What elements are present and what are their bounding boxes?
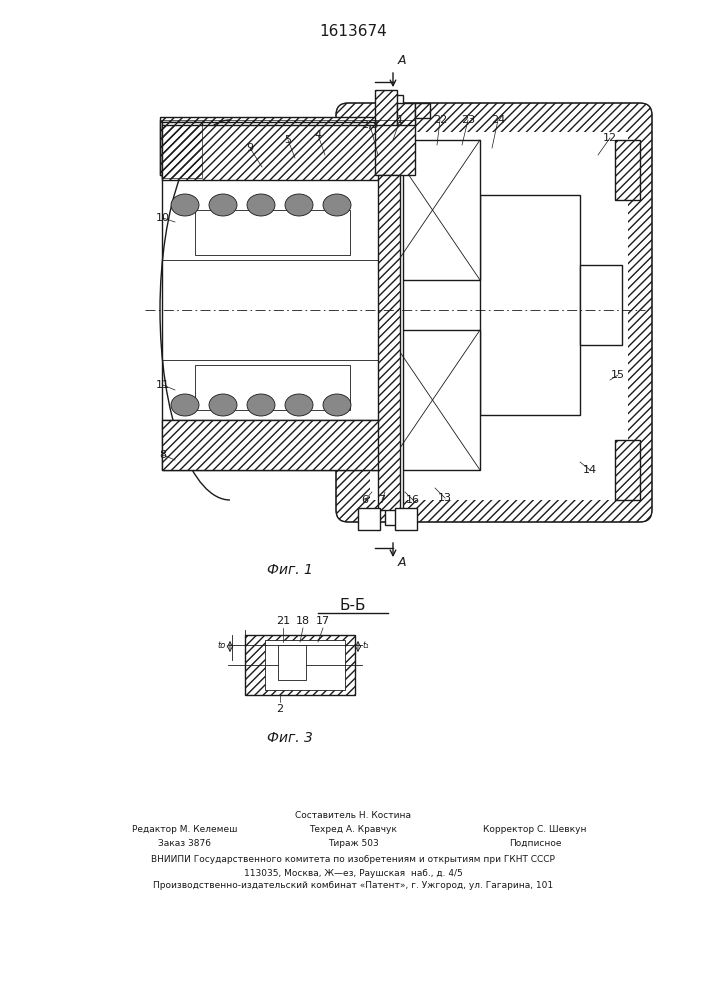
Text: 18: 18	[296, 616, 310, 626]
Text: Корректор С. Шевкун: Корректор С. Шевкун	[484, 826, 587, 834]
Text: Производственно-издательский комбинат «Патент», г. Ужгород, ул. Гагарина, 101: Производственно-издательский комбинат «П…	[153, 882, 553, 890]
Polygon shape	[162, 420, 385, 470]
Text: 7: 7	[378, 495, 385, 505]
Ellipse shape	[323, 394, 351, 416]
Bar	[480, 195, 580, 415]
Polygon shape	[375, 120, 415, 175]
FancyBboxPatch shape	[336, 103, 652, 522]
Bar	[162, 178, 385, 420]
Text: 14: 14	[583, 465, 597, 475]
Polygon shape	[162, 125, 385, 180]
Ellipse shape	[285, 394, 313, 416]
Polygon shape	[415, 103, 430, 118]
Text: Б-Б: Б-Б	[340, 597, 366, 612]
Ellipse shape	[209, 394, 237, 416]
Bar	[370, 132, 628, 500]
Text: t₁: t₁	[363, 642, 369, 650]
Text: Тираж 503: Тираж 503	[327, 838, 378, 848]
Polygon shape	[160, 117, 382, 175]
Text: 15: 15	[611, 370, 625, 380]
Ellipse shape	[209, 194, 237, 216]
Polygon shape	[162, 122, 382, 178]
Bar	[358, 508, 380, 530]
Bar	[265, 640, 345, 690]
Text: A: A	[398, 556, 407, 568]
Ellipse shape	[285, 194, 313, 216]
Text: 10: 10	[156, 213, 170, 223]
Bar	[385, 95, 403, 525]
Text: 12: 12	[603, 133, 617, 143]
Text: 16: 16	[406, 495, 420, 505]
Text: 21: 21	[276, 616, 290, 626]
Bar	[395, 508, 417, 530]
Text: 11: 11	[156, 380, 170, 390]
Bar	[580, 265, 622, 345]
Text: to: to	[218, 642, 226, 650]
Bar	[278, 645, 306, 680]
Bar	[195, 365, 350, 410]
Ellipse shape	[171, 394, 199, 416]
Text: 2,3: 2,3	[361, 120, 379, 130]
Text: 1613674: 1613674	[319, 24, 387, 39]
Text: ВНИИПИ Государственного комитета по изобретениям и открытиям при ГКНТ СССР: ВНИИПИ Государственного комитета по изоб…	[151, 856, 555, 864]
Polygon shape	[375, 90, 397, 125]
Text: 5: 5	[284, 135, 291, 145]
Text: 2: 2	[276, 704, 284, 714]
Bar	[385, 330, 480, 470]
Text: Составитель Н. Костина: Составитель Н. Костина	[295, 810, 411, 820]
Polygon shape	[160, 120, 382, 175]
Text: 9: 9	[247, 143, 254, 153]
Text: Подписное: Подписное	[509, 838, 561, 848]
Text: 13: 13	[438, 493, 452, 503]
Text: 113035, Москва, Ж—ез, Раушская  наб., д. 4/5: 113035, Москва, Ж—ез, Раушская наб., д. …	[244, 868, 462, 878]
Polygon shape	[245, 635, 355, 695]
Text: Фиг. 1: Фиг. 1	[267, 563, 313, 577]
Ellipse shape	[323, 194, 351, 216]
Polygon shape	[378, 175, 400, 510]
Text: Фиг. 3: Фиг. 3	[267, 731, 313, 745]
Text: 22: 22	[433, 115, 447, 125]
Text: 8: 8	[160, 450, 167, 460]
Ellipse shape	[171, 194, 199, 216]
Polygon shape	[162, 122, 202, 178]
Text: Редактор М. Келемеш: Редактор М. Келемеш	[132, 826, 238, 834]
Text: 23: 23	[461, 115, 475, 125]
Polygon shape	[162, 420, 382, 470]
Text: 17: 17	[316, 616, 330, 626]
Text: Заказ 3876: Заказ 3876	[158, 838, 211, 848]
Text: Техред А. Кравчук: Техред А. Кравчук	[309, 826, 397, 834]
Ellipse shape	[247, 194, 275, 216]
Text: 24: 24	[491, 115, 505, 125]
Bar	[385, 140, 480, 280]
Text: 6: 6	[361, 495, 368, 505]
Polygon shape	[615, 140, 640, 200]
Text: 1: 1	[397, 115, 404, 125]
Text: 4: 4	[315, 130, 322, 140]
Ellipse shape	[247, 394, 275, 416]
Polygon shape	[615, 440, 640, 500]
Polygon shape	[397, 103, 415, 125]
Bar	[195, 210, 350, 255]
Text: A: A	[398, 53, 407, 66]
